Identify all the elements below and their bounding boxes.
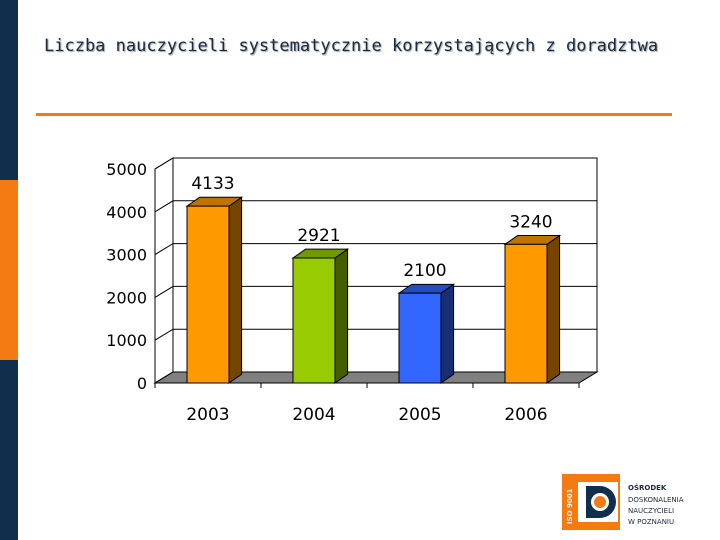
bar-side bbox=[228, 196, 243, 384]
y-tick-label: 2000 bbox=[106, 288, 147, 307]
odn-logo-icon bbox=[562, 474, 620, 530]
sidebar-stripe-bottom bbox=[0, 360, 18, 540]
y-tick-label: 1000 bbox=[106, 331, 147, 350]
logo-line-3: NAUCZYCIELI bbox=[628, 507, 674, 515]
data-label: 2100 bbox=[403, 261, 446, 281]
gridline bbox=[154, 328, 597, 341]
x-tick-label: 2005 bbox=[398, 405, 441, 425]
slide-title: Liczba nauczycieli systematycznie korzys… bbox=[44, 36, 659, 56]
y-tick-label: 3000 bbox=[106, 246, 147, 265]
chart-side-wall bbox=[154, 157, 174, 384]
bar-2004 bbox=[292, 257, 336, 384]
gridline bbox=[154, 285, 597, 298]
odn-logo: ISO 9001 OŚRODEK DOSKONALENIA NAUCZYCIEL… bbox=[562, 474, 684, 530]
data-label: 2921 bbox=[297, 226, 340, 246]
bar-side bbox=[546, 234, 561, 384]
logo-line-1: OŚRODEK bbox=[628, 483, 667, 492]
sidebar-stripe-top bbox=[0, 0, 18, 180]
bar-side bbox=[440, 283, 455, 384]
sidebar-stripe-middle bbox=[0, 180, 18, 360]
gridline bbox=[154, 157, 597, 170]
y-tick-label: 5000 bbox=[106, 160, 147, 179]
x-tick-label: 2004 bbox=[292, 405, 335, 425]
logo-line-4: W POZNANIU bbox=[628, 518, 674, 526]
y-tick-label: 0 bbox=[137, 374, 147, 393]
logo-line-2: DOSKONALENIA bbox=[628, 496, 684, 504]
bar-2006 bbox=[504, 243, 548, 384]
x-tick-label: 2006 bbox=[504, 405, 547, 425]
gridline bbox=[154, 200, 597, 213]
y-tick-label: 4000 bbox=[106, 203, 147, 222]
title-underline bbox=[36, 113, 672, 116]
data-label: 4133 bbox=[191, 174, 234, 194]
x-tick-label: 2003 bbox=[186, 405, 229, 425]
bar-2003 bbox=[186, 205, 230, 384]
bar-2005 bbox=[398, 292, 442, 384]
data-label: 3240 bbox=[509, 212, 552, 232]
bar-side bbox=[334, 248, 349, 384]
bar-chart: 0 1000 2000 3000 4000 5000 4133 2003 2921 2004 210… bbox=[106, 157, 599, 425]
iso-badge: ISO 9001 bbox=[566, 488, 574, 524]
gridline bbox=[154, 243, 597, 256]
